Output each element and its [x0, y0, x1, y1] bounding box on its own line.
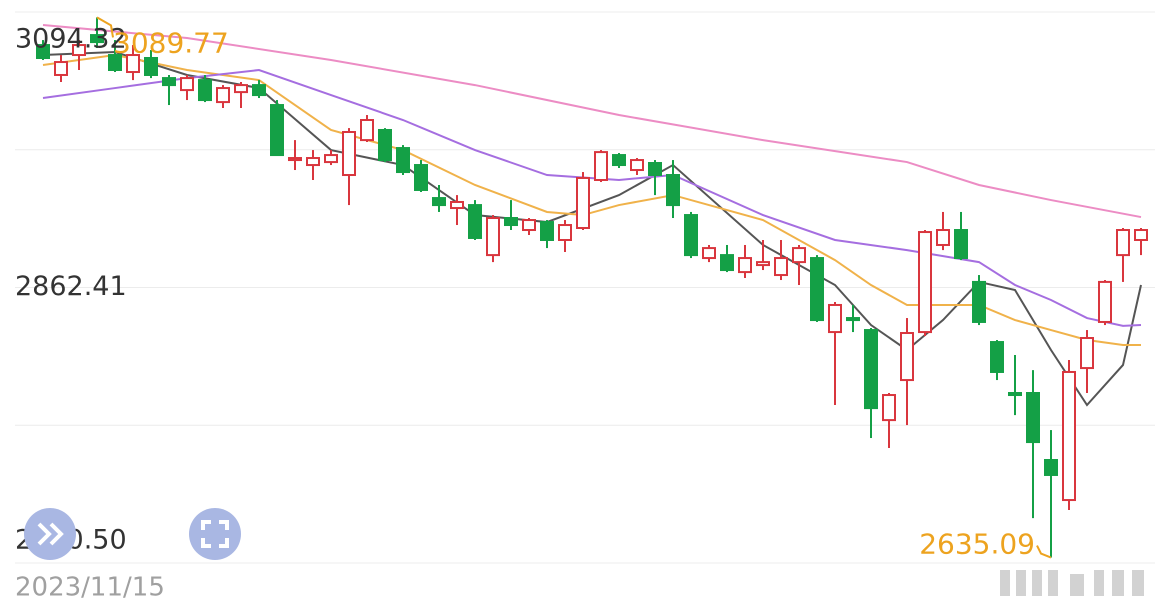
candle-body: [594, 151, 608, 182]
candle-body: [270, 104, 284, 157]
candle-body: [1062, 370, 1076, 502]
fullscreen-button[interactable]: [189, 508, 241, 560]
candle-body: [432, 197, 446, 207]
annotation-leader: [96, 16, 114, 38]
chevrons-icon: [37, 522, 64, 546]
watermark: [1000, 570, 1144, 596]
candle-body: [450, 200, 464, 210]
candle-body: [72, 44, 86, 57]
y-tick-label: 3094.32: [15, 24, 127, 55]
candle-body: [216, 87, 230, 104]
candle-body: [342, 131, 356, 177]
candle-body: [756, 261, 770, 267]
watermark-bar: [1094, 570, 1104, 596]
candle-body: [522, 219, 536, 232]
candle-body: [1116, 229, 1130, 257]
grid-layer: [15, 11, 1155, 564]
button-circle[interactable]: [189, 508, 241, 560]
candle-body: [630, 159, 644, 172]
candle-body: [864, 329, 878, 410]
candle-body: [1098, 280, 1112, 323]
candle-body: [918, 231, 932, 334]
candle-body: [36, 44, 50, 59]
watermark-bar: [1070, 574, 1084, 596]
candle-body: [414, 164, 428, 191]
candle-body: [936, 229, 950, 246]
candle-body: [288, 157, 302, 162]
candle-body: [1044, 459, 1058, 476]
candle-body: [648, 162, 662, 177]
watermark-bar: [1048, 570, 1058, 596]
low-annotation: 2635.09: [919, 528, 1035, 561]
candle-body: [180, 77, 194, 92]
candle-body: [558, 224, 572, 241]
candle-body: [774, 257, 788, 277]
candle-body: [846, 317, 860, 322]
candle-body: [612, 154, 626, 167]
watermark-bar: [1000, 570, 1010, 596]
date-label: 2023/11/15: [15, 573, 165, 603]
annotation-leader: [1036, 545, 1052, 559]
candle-body: [54, 61, 68, 76]
candle-body: [1080, 337, 1094, 370]
candle-body: [900, 332, 914, 382]
ma-line: [42, 54, 1141, 347]
high-annotation: 3089.77: [113, 26, 229, 59]
candle-body: [972, 280, 986, 323]
candle-body: [684, 214, 698, 257]
candle-body: [1134, 229, 1148, 241]
candle-body: [90, 34, 104, 44]
candle-body: [126, 54, 140, 74]
candle-body: [576, 176, 590, 229]
candle-body: [792, 247, 806, 264]
candle-body: [1026, 392, 1040, 444]
watermark-bar: [1016, 570, 1026, 596]
candle-body: [234, 84, 248, 94]
watermark-bar: [1032, 570, 1042, 596]
candle-body: [108, 54, 122, 71]
candle-body: [198, 79, 212, 102]
candle-body: [306, 157, 320, 167]
candle-body: [702, 247, 716, 260]
candle-body: [828, 303, 842, 334]
candle-body: [162, 77, 176, 87]
candle-body: [468, 204, 482, 239]
candle-body: [504, 217, 518, 227]
candle-body: [360, 119, 374, 142]
candle-body: [378, 128, 392, 162]
candle-body: [540, 221, 554, 241]
watermark-bar: [1132, 570, 1144, 596]
expand-button[interactable]: [24, 508, 76, 560]
candle-body: [738, 257, 752, 274]
candle-body: [666, 174, 680, 207]
candle-body: [1008, 392, 1022, 397]
watermark-bar: [1112, 570, 1124, 596]
candle-body: [144, 56, 158, 76]
candle-body: [252, 84, 266, 97]
candle-body: [396, 147, 410, 174]
fullscreen-icon: [201, 520, 229, 548]
y-tick-label: 2862.41: [15, 271, 127, 302]
candle-body: [954, 229, 968, 260]
candle-body: [486, 217, 500, 257]
candle-body: [882, 394, 896, 422]
candle-layer: [36, 17, 1148, 558]
candle-body: [720, 254, 734, 272]
ma-line: [42, 23, 1142, 219]
candle-body: [810, 257, 824, 322]
candle-body: [324, 154, 338, 164]
candle-body: [990, 341, 1004, 373]
